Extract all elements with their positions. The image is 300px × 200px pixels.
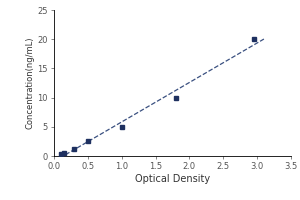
Y-axis label: Concentration(ng/mL): Concentration(ng/mL)	[26, 37, 34, 129]
X-axis label: Optical Density: Optical Density	[135, 174, 210, 184]
